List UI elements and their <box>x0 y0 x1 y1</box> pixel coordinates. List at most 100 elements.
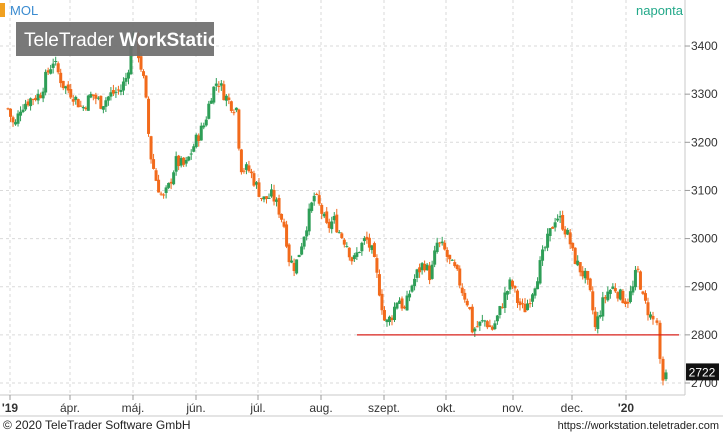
candle-body <box>571 242 575 249</box>
candle-body <box>204 119 208 126</box>
candle-body <box>19 111 23 116</box>
candle-body <box>518 301 522 306</box>
candle-body <box>285 224 289 247</box>
candle-body <box>581 270 585 277</box>
candle-body <box>104 100 108 107</box>
candle-body <box>76 99 80 108</box>
candle-body <box>365 236 369 240</box>
candle-body <box>460 287 464 294</box>
candle-body <box>116 89 120 91</box>
watermark-brand-plain: TeleTrader <box>24 30 119 51</box>
candle-body <box>483 320 487 322</box>
candle-body <box>345 246 349 248</box>
candle-body <box>162 194 166 196</box>
candle-body <box>81 107 85 109</box>
x-axis-ticks: '19 ápr. máj. jún. júl. aug. szept. okt. nov. dec… <box>2 395 634 415</box>
candle-body <box>488 325 492 328</box>
candle-body <box>591 291 595 311</box>
candle-body <box>222 84 226 101</box>
candle-body <box>470 306 474 333</box>
candle-body <box>139 56 143 70</box>
candle-body <box>280 213 284 220</box>
candle-body <box>641 291 645 294</box>
candle-body <box>648 314 652 318</box>
candle-body <box>655 320 659 323</box>
candle-body <box>633 270 637 288</box>
candle-body <box>566 230 570 235</box>
candle-body <box>207 103 211 119</box>
candle-body <box>596 316 600 329</box>
candle-body <box>357 251 361 253</box>
candle-body <box>505 291 509 295</box>
candle-body <box>611 286 615 289</box>
candle-body <box>342 239 346 245</box>
candle-body <box>588 278 592 291</box>
candle-body <box>531 294 535 302</box>
candle-body <box>400 298 404 309</box>
candle-body <box>287 244 291 263</box>
candle-body <box>546 233 550 248</box>
candle-body <box>435 242 439 252</box>
candle-body <box>347 247 351 258</box>
candle-body <box>21 109 25 113</box>
candle-body <box>66 84 70 91</box>
candle-body <box>443 242 447 250</box>
candle-body <box>370 245 374 251</box>
candle-body <box>478 321 482 326</box>
candle-body <box>277 198 281 215</box>
candle-body <box>24 103 28 110</box>
candle-body <box>59 72 63 84</box>
candle-body <box>56 63 60 73</box>
candle-body <box>129 45 133 75</box>
candle-body <box>36 93 40 101</box>
candle-body <box>398 300 402 304</box>
candle-body <box>561 214 565 230</box>
candle-body <box>618 289 622 300</box>
candle-body <box>606 291 610 301</box>
candle-body <box>586 270 590 280</box>
candle-body <box>538 260 542 284</box>
candle-body <box>202 125 206 128</box>
candle-body <box>9 108 13 117</box>
candle-body <box>450 259 454 261</box>
candle-body <box>267 197 271 199</box>
candle-body <box>302 236 306 247</box>
candle-body <box>508 279 512 290</box>
candle-body <box>167 182 171 188</box>
candle-body <box>69 89 73 98</box>
candle-body <box>79 105 83 107</box>
candle-body <box>272 189 276 202</box>
candle-body <box>423 263 427 271</box>
candle-body <box>174 156 178 172</box>
candle-body <box>658 322 662 359</box>
candle-body <box>503 292 507 308</box>
candle-body <box>292 262 296 272</box>
candle-body <box>375 258 379 273</box>
candle-body <box>556 218 560 221</box>
candle-body <box>290 260 294 263</box>
candle-body <box>385 319 389 323</box>
candle-body <box>169 181 173 184</box>
y-tick-label: 3200 <box>691 135 718 149</box>
candle-body <box>154 170 158 181</box>
candle-body <box>651 315 655 320</box>
candle-body <box>159 193 163 195</box>
candle-body <box>430 264 434 279</box>
candle-body <box>578 262 582 273</box>
candle-body <box>96 97 100 99</box>
candle-body <box>61 80 65 89</box>
watermark-brand-bold: WorkStation <box>119 30 231 51</box>
candle-body <box>337 232 341 234</box>
candle-body <box>109 92 113 97</box>
candle-body <box>453 262 457 267</box>
candle-body <box>352 255 356 260</box>
candle-body <box>320 204 324 214</box>
candle-body <box>44 71 48 93</box>
y-tick-label: 3400 <box>691 39 718 53</box>
candle-body <box>259 197 263 199</box>
candle-body <box>26 101 30 106</box>
y-tick-label: 3300 <box>691 87 718 101</box>
candle-body <box>621 290 625 304</box>
candle-body <box>475 326 479 328</box>
